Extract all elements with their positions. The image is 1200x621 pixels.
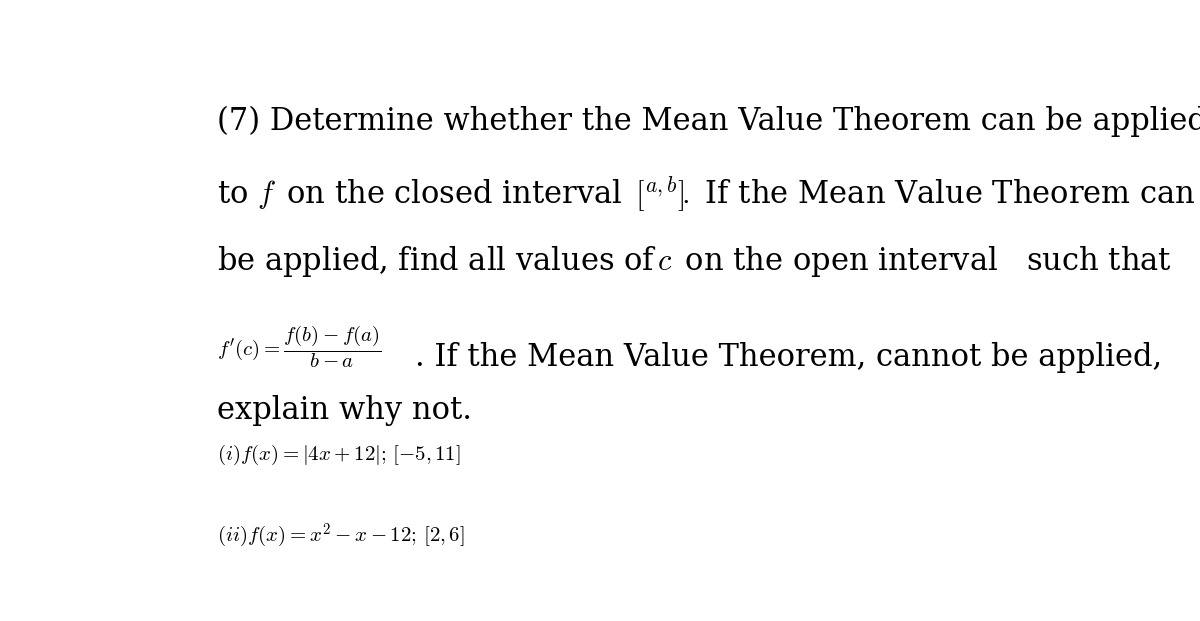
Text: $(i)f(x) = |4x+12|;\,[-5,11]$: $(i)f(x) = |4x+12|;\,[-5,11]$ — [217, 443, 461, 467]
Text: . If the Mean Value Theorem, cannot be applied,: . If the Mean Value Theorem, cannot be a… — [415, 342, 1162, 373]
Text: to $f\,$ on the closed interval $\,[^{a,b}]\!.$ If the Mean Value Theorem can: to $f\,$ on the closed interval $\,[^{a,… — [217, 175, 1195, 215]
Text: explain why not.: explain why not. — [217, 395, 472, 426]
Text: $(ii)f(x) = x^2 - x - 12;\,[2,6]$: $(ii)f(x) = x^2 - x - 12;\,[2,6]$ — [217, 522, 464, 550]
Text: $f'(c) = \dfrac{f(b) - f(a)}{b-a}$: $f'(c) = \dfrac{f(b) - f(a)}{b-a}$ — [217, 323, 382, 369]
Text: (7) Determine whether the Mean Value Theorem can be applied: (7) Determine whether the Mean Value The… — [217, 106, 1200, 137]
Text: be applied, find all values of$\,c\,$ on the open interval   such that: be applied, find all values of$\,c\,$ on… — [217, 244, 1172, 279]
